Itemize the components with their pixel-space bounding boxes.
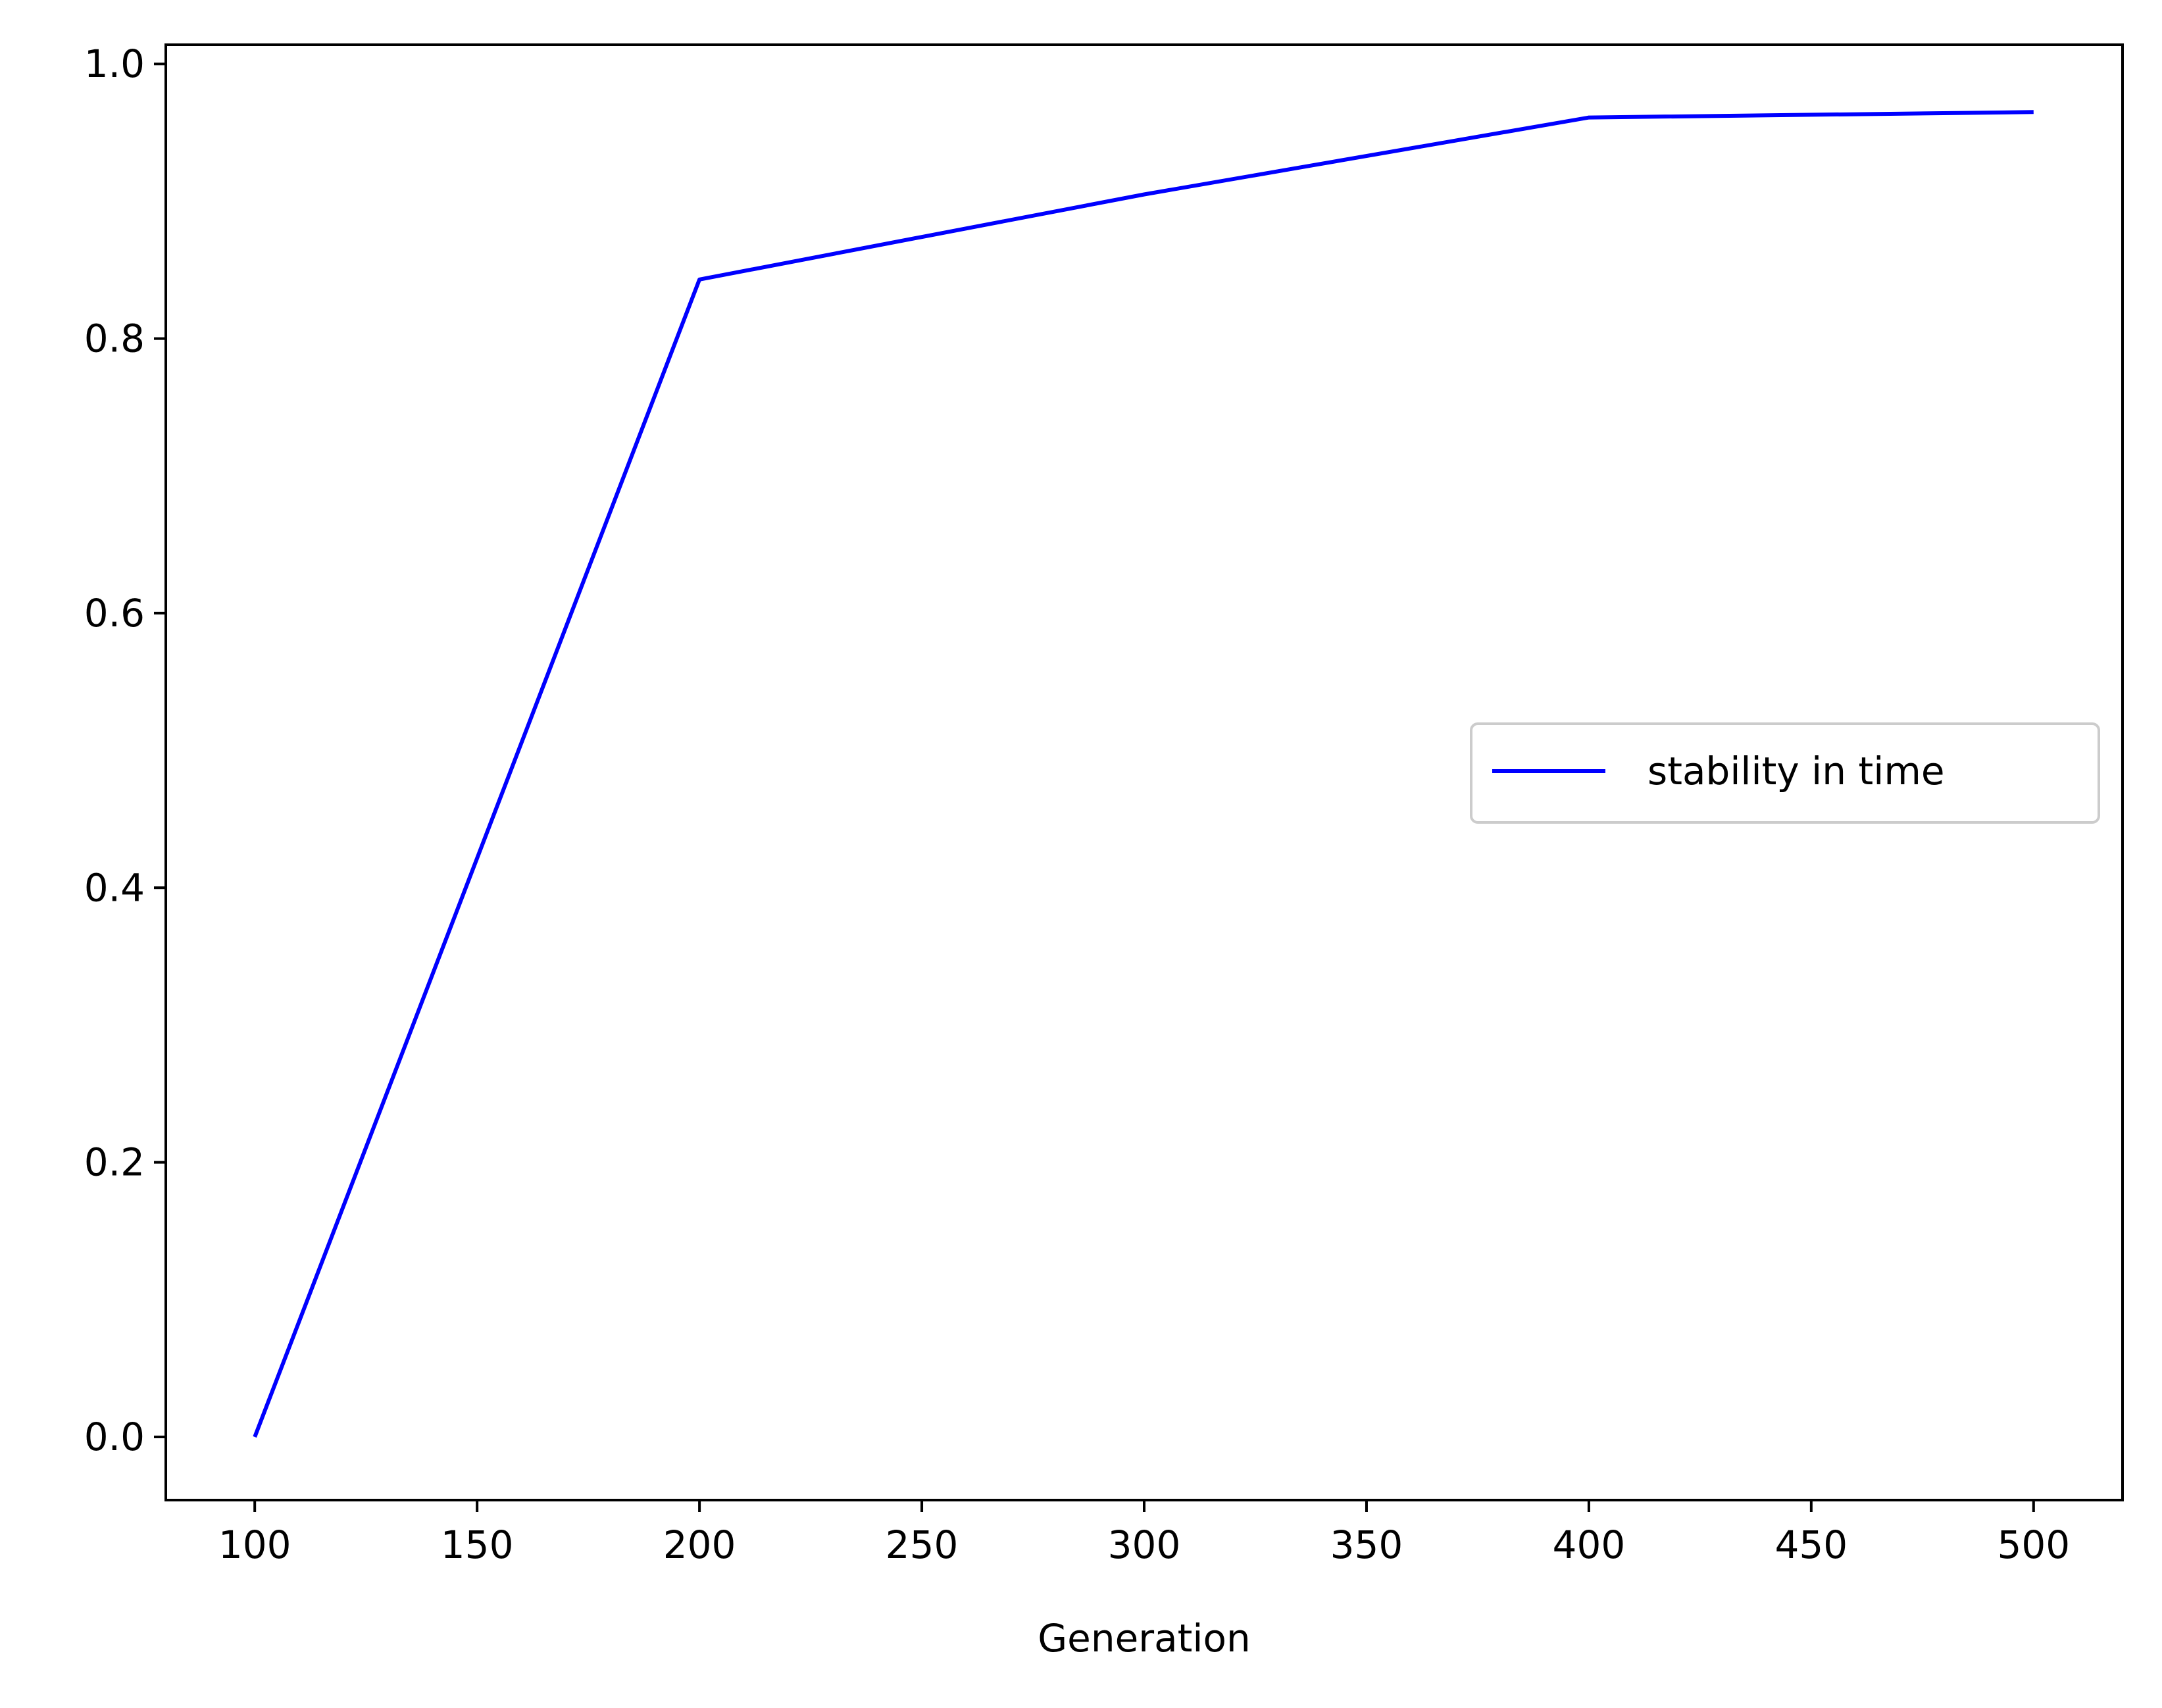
x-tick-label: 500 xyxy=(1997,1522,2070,1567)
plot-layer xyxy=(253,110,2034,1438)
legend-entry-label: stability in time xyxy=(1647,749,1945,793)
x-tick-label: 250 xyxy=(886,1522,959,1567)
x-tick-label: 100 xyxy=(218,1522,291,1567)
x-tick-label: 200 xyxy=(663,1522,736,1567)
y-tick-label: 0.0 xyxy=(84,1415,145,1459)
y-tick-label: 0.6 xyxy=(84,591,145,636)
x-tick-label: 150 xyxy=(441,1522,514,1567)
y-tick-label: 0.4 xyxy=(84,865,145,910)
y-tick-label: 0.8 xyxy=(84,316,145,361)
x-axis-label: Generation xyxy=(1038,1616,1251,1661)
y-tick-label: 1.0 xyxy=(84,41,145,86)
legend: stability in time xyxy=(1470,722,2100,824)
y-tick-label: 0.2 xyxy=(84,1140,145,1185)
legend-box xyxy=(1470,722,2100,824)
x-tick-label: 350 xyxy=(1330,1522,1403,1567)
series-line-0 xyxy=(253,110,2034,1438)
x-axis-ticks: 100 150 200 250 300 350 400 450 500 xyxy=(218,1500,2070,1567)
y-axis-ticks: 0.0 0.2 0.4 0.6 0.8 1.0 xyxy=(84,41,166,1459)
x-tick-label: 400 xyxy=(1553,1522,1626,1567)
x-tick-label: 450 xyxy=(1775,1522,1848,1567)
x-tick-label: 300 xyxy=(1108,1522,1181,1567)
